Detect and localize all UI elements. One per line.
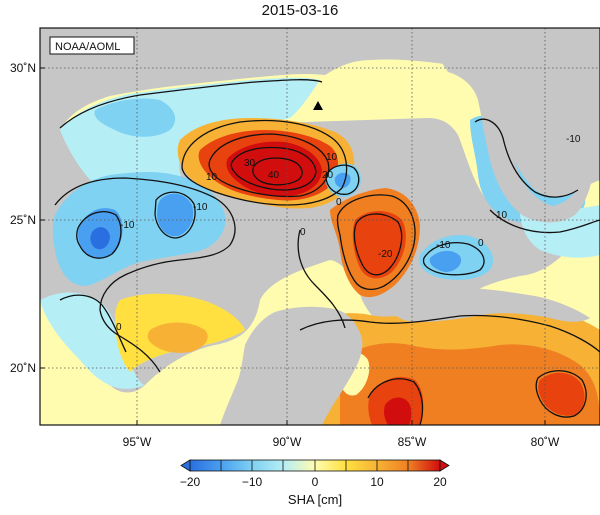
campeche-warmer	[147, 322, 208, 353]
triangle-marker	[313, 101, 323, 110]
contour-label: 0	[116, 322, 122, 333]
caribbean-hot-b	[384, 397, 412, 425]
contour-thirty-eddy	[230, 146, 317, 191]
map-title: 2015-03-16	[261, 2, 339, 19]
contour-label: -10	[566, 134, 581, 145]
contour-loop-twenty	[353, 213, 403, 276]
west-eddy-core-b	[157, 193, 194, 237]
lat-label: 20˚N	[10, 361, 36, 375]
colorbar-min-arrow	[180, 459, 191, 472]
contour-label: 10	[496, 210, 508, 221]
bahamas-island	[515, 147, 529, 164]
contour-zero-center	[297, 229, 346, 329]
small-cyclone-core	[334, 172, 351, 188]
credit-label: NOAA/AOML	[55, 41, 120, 53]
contour-label: 0	[336, 197, 342, 208]
sw-gulf-cool	[40, 292, 145, 389]
cuba-land	[390, 288, 590, 322]
lon-label: 85˚W	[398, 435, 427, 449]
contour-gulf-north-zero	[59, 79, 323, 129]
plot-frame	[39, 27, 600, 426]
contour-caribbean-east	[535, 370, 587, 418]
contour-label: 0	[478, 238, 484, 249]
colorbar-tick: 0	[312, 475, 319, 489]
lat-label: 30˚N	[10, 61, 36, 75]
colorbar-tick: −10	[242, 475, 263, 489]
contour-caribbean-twenty	[367, 378, 424, 425]
contour-label: -10	[193, 202, 208, 213]
contour-twenty-eddy	[208, 133, 330, 198]
lat-label: 25˚N	[10, 213, 36, 227]
colorbar-tick: −20	[180, 475, 201, 489]
contour-label: 0	[300, 227, 306, 238]
contour-atlantic-zero	[489, 209, 600, 234]
caribbean-hot-c	[538, 372, 585, 416]
colorbar-max-arrow	[439, 459, 450, 472]
contour-florida-neg	[474, 118, 579, 198]
credit-box	[49, 36, 135, 55]
contour-loop-ten	[336, 194, 416, 291]
contour-forty-eddy	[252, 157, 303, 186]
contour-west-neg-b	[154, 191, 196, 239]
northern-shelf-cool-mid	[94, 98, 176, 137]
contour-label: -20	[378, 249, 393, 260]
contour-labels: 10 30 40 20 10 -10 -10 0 0 -20 -10 0 10 …	[116, 134, 581, 333]
contour-cyclone-small	[325, 164, 360, 195]
contour-label: 30	[244, 158, 256, 169]
contour-west-cool-zero	[59, 294, 127, 353]
contour-caribbean-ten	[299, 314, 600, 353]
contour-lines	[54, 79, 600, 425]
contour-label: 10	[326, 152, 338, 163]
contour-label: -10	[436, 240, 451, 251]
contour-label: 40	[268, 170, 280, 181]
lon-label: 90˚W	[273, 435, 302, 449]
lon-label: 95˚W	[123, 435, 152, 449]
contour-straits-neg	[422, 242, 485, 276]
contour-label: 10	[206, 172, 218, 183]
colorbar-tick: 10	[370, 475, 384, 489]
loop-current-core	[352, 211, 406, 279]
gridlines	[40, 28, 600, 425]
straits-cyclone-core	[429, 250, 462, 272]
axis-ticks	[40, 67, 546, 425]
colorbar-label: SHA [cm]	[287, 492, 343, 507]
west-eddy-core-deep	[90, 227, 110, 250]
contour-label: 20	[322, 170, 334, 181]
yucatan-land	[220, 306, 363, 425]
contour-west-neg-a	[76, 211, 122, 259]
contour-label: -10	[120, 220, 135, 231]
contour-ten-eddy	[181, 119, 348, 206]
lon-label: 80˚W	[531, 435, 560, 449]
colorbar-tick: 20	[433, 475, 447, 489]
colorbar: −20 −10 0 10 20	[180, 459, 450, 489]
florida-land	[440, 28, 600, 223]
map-field: 10 30 40 20 10 -10 -10 0 0 -20 -10 0 10 …	[40, 28, 600, 425]
